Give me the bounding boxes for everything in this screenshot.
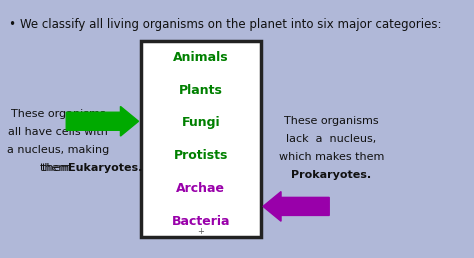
Text: lack  a  nucleus,: lack a nucleus,: [286, 134, 376, 144]
Text: Animals: Animals: [173, 51, 228, 64]
Text: Protists: Protists: [173, 149, 228, 162]
Text: them ⁠.: them ⁠.: [40, 163, 76, 173]
Text: +: +: [197, 227, 204, 236]
Text: Eukaryotes.: Eukaryotes.: [68, 163, 143, 173]
Polygon shape: [66, 106, 138, 136]
Text: all have cells with: all have cells with: [8, 127, 108, 136]
Text: These organisms: These organisms: [284, 116, 379, 126]
Text: We classify all living organisms on the planet into six major categories:: We classify all living organisms on the …: [20, 18, 442, 31]
Text: Fungi: Fungi: [182, 116, 220, 130]
Text: a nucleus, making: a nucleus, making: [7, 145, 109, 155]
Text: them: them: [42, 163, 74, 173]
Text: Archae: Archae: [176, 182, 225, 195]
Text: These organisms: These organisms: [11, 109, 106, 118]
Polygon shape: [263, 191, 329, 221]
Text: Archae: Archae: [176, 182, 225, 195]
Text: •: •: [8, 18, 15, 31]
Text: Prokaryotes.: Prokaryotes.: [291, 171, 371, 180]
Text: Plants: Plants: [179, 84, 223, 97]
Text: Bacteria: Bacteria: [172, 214, 230, 228]
Text: which makes them: which makes them: [279, 152, 384, 162]
FancyBboxPatch shape: [140, 41, 261, 237]
